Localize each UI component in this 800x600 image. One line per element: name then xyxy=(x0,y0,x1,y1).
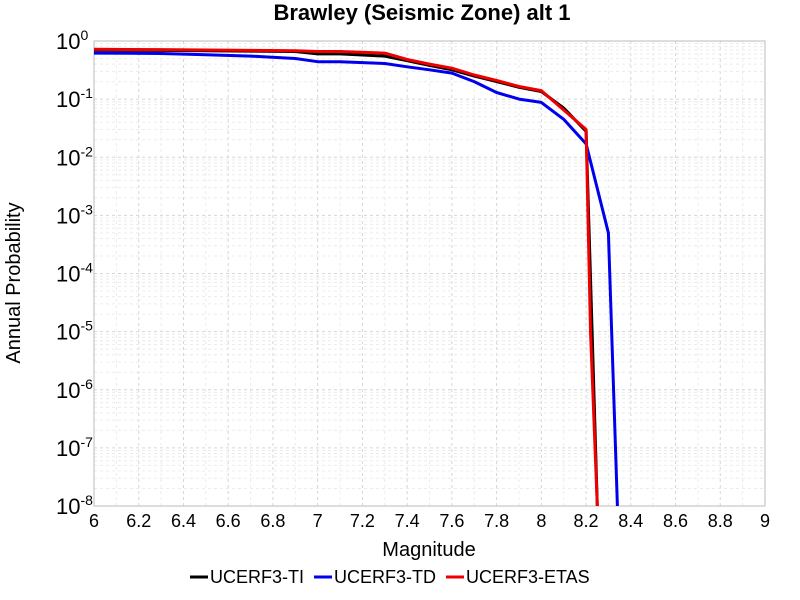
y-tick-label: 10-3 xyxy=(56,201,93,228)
series-line-ucerf3-ti xyxy=(93,48,599,507)
x-axis-label: Magnitude xyxy=(382,539,475,561)
x-tick-label: 7 xyxy=(313,511,323,531)
x-tick-label: 8.2 xyxy=(574,511,599,531)
plot-frame xyxy=(93,40,766,507)
x-tick-label: 8.8 xyxy=(708,511,733,531)
x-tick-label: 6 xyxy=(89,511,99,531)
x-tick-label: 8.6 xyxy=(663,511,688,531)
x-tick-label: 6.6 xyxy=(216,511,241,531)
x-tick-label: 6.4 xyxy=(171,511,196,531)
x-tick-label: 7.6 xyxy=(439,511,464,531)
y-tick-label: 10-7 xyxy=(56,434,93,461)
y-tick-label: 10-4 xyxy=(56,260,93,287)
y-tick-labels: 100 10-1 10-2 10-3 10-4 10-5 10-6 10-7 10-8 xyxy=(56,27,93,519)
x-tick-labels: 6 6.2 6.4 6.6 6.8 7 7.2 7.4 7.6 7.8 8 8.2 8.4 8.6 8.8 9 xyxy=(89,511,770,531)
series-group xyxy=(93,47,619,507)
y-tick-label: 10-8 xyxy=(56,492,93,519)
grid xyxy=(93,40,766,507)
series-line-ucerf3-etas xyxy=(93,47,599,507)
legend-label: UCERF3-TI xyxy=(210,567,304,587)
legend: UCERF3-TI UCERF3-TD UCERF3-ETAS xyxy=(190,567,590,587)
y-tick-label: 10-1 xyxy=(56,85,93,112)
x-tick-label: 6.8 xyxy=(260,511,285,531)
y-tick-label: 10-5 xyxy=(56,318,93,345)
y-tick-label: 100 xyxy=(56,27,88,54)
x-tick-label: 7.8 xyxy=(484,511,509,531)
x-tick-label: 9 xyxy=(760,511,770,531)
x-tick-label: 8.4 xyxy=(618,511,643,531)
x-tick-label: 7.2 xyxy=(350,511,375,531)
chart-title: Brawley (Seismic Zone) alt 1 xyxy=(273,0,570,25)
y-axis-label: Annual Probability xyxy=(3,202,25,363)
x-tick-label: 6.2 xyxy=(126,511,151,531)
x-tick-label: 8 xyxy=(536,511,546,531)
legend-label: UCERF3-TD xyxy=(334,567,436,587)
legend-label: UCERF3-ETAS xyxy=(466,567,590,587)
y-tick-label: 10-6 xyxy=(56,376,93,403)
x-tick-label: 7.4 xyxy=(395,511,420,531)
series-line-ucerf3-td xyxy=(93,51,619,507)
y-tick-label: 10-2 xyxy=(56,143,93,170)
